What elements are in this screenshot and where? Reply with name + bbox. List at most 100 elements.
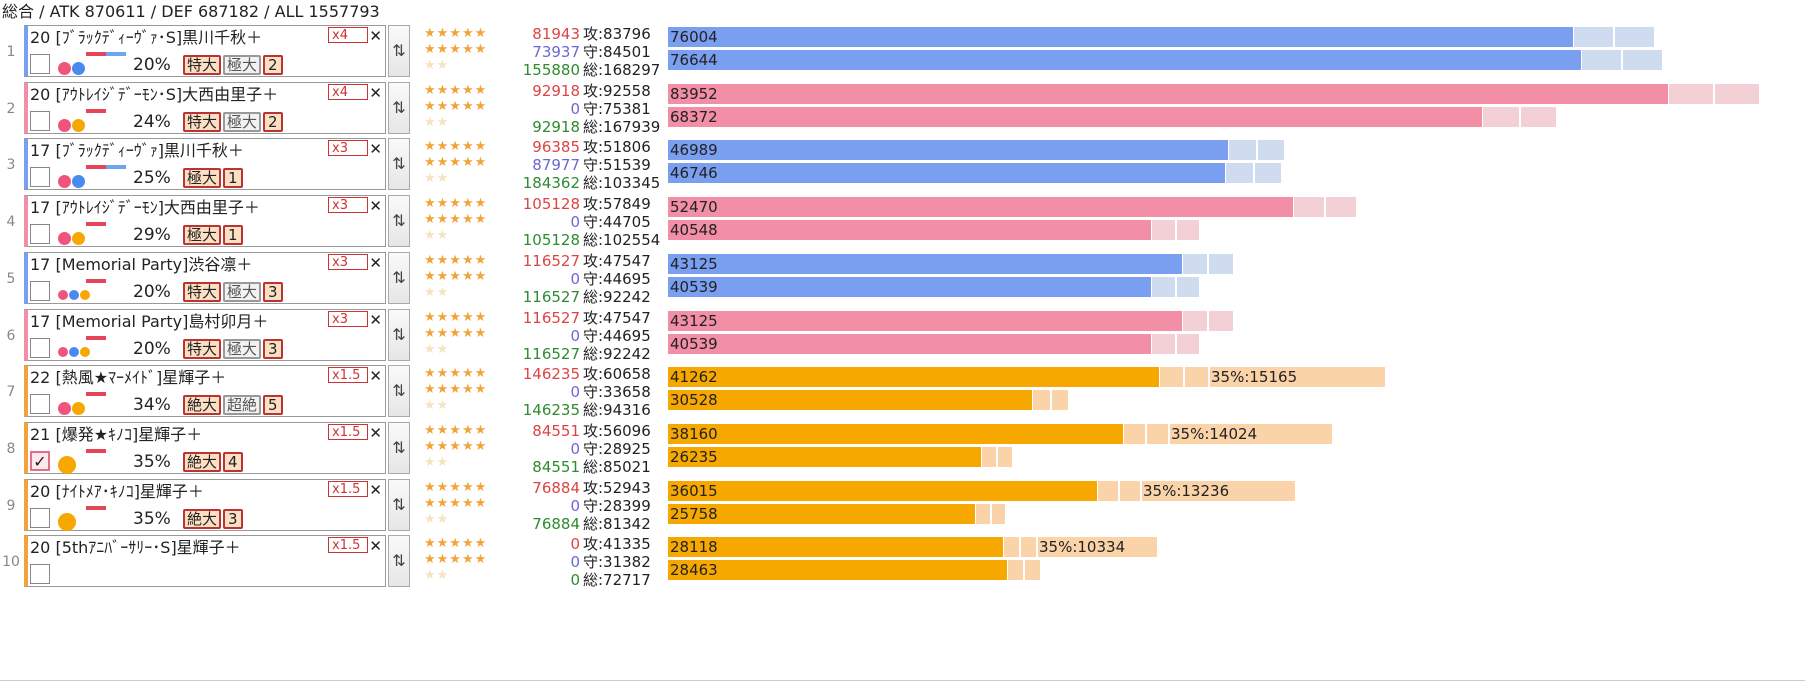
star-rating: ★★★★★ xyxy=(424,196,488,212)
computed-value: 0 xyxy=(570,383,580,402)
bar-fill xyxy=(668,253,1182,274)
stat-atk: 攻:83796 xyxy=(583,25,651,43)
swap-order-button[interactable]: ⇅ xyxy=(388,25,410,77)
select-checkbox[interactable] xyxy=(30,224,50,245)
idol-card[interactable]: 17 [ｱｳﾄﾚｲｼﾞﾃﾞｰﾓﾝ]大西由里子＋ x3 ✕ 29% 極大 1 xyxy=(24,195,386,248)
select-checkbox[interactable] xyxy=(30,280,50,301)
star-rating: ★★★★★ xyxy=(424,325,488,341)
swap-order-button[interactable]: ⇅ xyxy=(388,421,410,474)
card-name: 22 [熱風★ﾏｰﾒｲﾄﾞ]星輝子＋ xyxy=(30,368,227,388)
select-checkbox[interactable] xyxy=(30,564,50,585)
row-index: 6 xyxy=(6,327,16,344)
swap-order-button[interactable]: ⇅ xyxy=(388,308,410,361)
bar-fill xyxy=(668,423,1123,444)
close-icon[interactable]: ✕ xyxy=(369,537,382,556)
close-icon[interactable]: ✕ xyxy=(369,83,382,102)
skill-tag: 絶大 xyxy=(183,395,222,416)
close-icon[interactable]: ✕ xyxy=(369,197,382,216)
idol-card[interactable]: 20 [ｱｳﾄﾚｲｼﾞﾃﾞｰﾓﾝ･S]大西由里子＋ x4 ✕ 24% 特大 極大 2 xyxy=(24,81,386,134)
bar-extension xyxy=(1008,560,1023,581)
bar-label: 26235 xyxy=(670,447,718,466)
bar-extension xyxy=(1051,390,1068,411)
stat-def: 守:44695 xyxy=(583,269,651,288)
row-index: 8 xyxy=(6,440,16,457)
bar-fill xyxy=(668,390,1032,411)
card-row: 1 20 [ﾌﾞﾗｯｸﾃﾞｨｰｳﾞｧ･S]黒川千秋＋ x4 ✕ 20% 特大 極大 2 ⇅ ★★★… xyxy=(0,22,1805,82)
skill-tag: 3 xyxy=(223,508,243,529)
idol-card[interactable]: 17 [Memorial Party]島村卯月＋ x3 ✕ 20% 特大 極大 3 xyxy=(24,308,386,361)
orange-dot-icon xyxy=(72,232,85,246)
idol-card[interactable]: 22 [熱風★ﾏｰﾒｲﾄﾞ]星輝子＋ x1.5 ✕ 34% 絶大 超絶 5 xyxy=(24,365,386,418)
bar-extension xyxy=(1021,537,1036,558)
bar-fill xyxy=(668,50,1581,70)
stat-atk: 攻:52943 xyxy=(583,478,651,497)
bar-label: 28463 xyxy=(670,561,718,580)
skill-level-bar xyxy=(86,222,106,227)
idol-card[interactable]: 20 [5thｱﾆﾊﾞｰｻﾘｰ･S]星輝子＋ x1.5 ✕ xyxy=(24,535,386,588)
idol-card[interactable]: 17 [Memorial Party]渋谷凛＋ x3 ✕ 20% 特大 極大 3 xyxy=(24,251,386,304)
swap-order-button[interactable]: ⇅ xyxy=(388,81,410,134)
skill-tags: 絶大 3 xyxy=(183,508,245,529)
skill-level-bar xyxy=(86,335,106,340)
orange-dot-icon xyxy=(58,513,76,532)
bar-fill xyxy=(668,140,1228,161)
idol-card[interactable]: 20 [ﾌﾞﾗｯｸﾃﾞｨｰｳﾞｧ･S]黒川千秋＋ x4 ✕ 20% 特大 極大 2 xyxy=(24,25,386,77)
skill-tags: 特大 極大 3 xyxy=(183,338,285,359)
close-icon[interactable]: ✕ xyxy=(369,310,382,329)
skill-level-bar xyxy=(86,165,106,170)
skill-tag: 極大 xyxy=(223,111,262,132)
bar-fill xyxy=(668,310,1182,331)
computed-value: 84551 xyxy=(532,421,580,440)
orange-dot-icon xyxy=(80,347,90,357)
select-checkbox[interactable] xyxy=(30,337,50,358)
select-checkbox[interactable] xyxy=(30,54,50,74)
computed-value: 73937 xyxy=(532,43,580,61)
bar-label: 36015 xyxy=(670,481,718,500)
close-icon[interactable]: ✕ xyxy=(369,27,382,45)
swap-order-button[interactable]: ⇅ xyxy=(388,535,410,588)
bar-fill xyxy=(668,333,1151,354)
pink-dot-icon xyxy=(58,402,71,416)
close-icon[interactable]: ✕ xyxy=(369,423,382,442)
stat-atk: 攻:57849 xyxy=(583,195,651,214)
card-row: 4 17 [ｱｳﾄﾚｲｼﾞﾃﾞｰﾓﾝ]大西由里子＋ x3 ✕ 29% 極大 1 ⇅ ★★★★★ ★… xyxy=(0,192,1805,252)
bar-extension xyxy=(991,503,1005,524)
idol-card[interactable]: 17 [ﾌﾞﾗｯｸﾃﾞｨｰｳﾞｧ]黒川千秋＋ x3 ✕ 25% 極大 1 xyxy=(24,138,386,191)
stat-tot: 総:92242 xyxy=(583,287,651,306)
skill-tag: 3 xyxy=(263,281,283,302)
attribute-dots xyxy=(58,455,77,475)
close-icon[interactable]: ✕ xyxy=(369,480,382,499)
bar-extension xyxy=(1209,310,1233,331)
swap-order-button[interactable]: ⇅ xyxy=(388,478,410,531)
bar-fill xyxy=(668,560,1007,581)
star-rating: ★★★★★ xyxy=(424,479,488,495)
skill-level-bar xyxy=(86,392,106,397)
star-rating: ★★★★★ xyxy=(424,42,488,57)
swap-order-button[interactable]: ⇅ xyxy=(388,251,410,304)
close-icon[interactable]: ✕ xyxy=(369,253,382,272)
select-checkbox[interactable] xyxy=(30,507,50,528)
swap-order-button[interactable]: ⇅ xyxy=(388,138,410,191)
stat-tot: 総:81342 xyxy=(583,514,651,533)
card-row: 5 17 [Memorial Party]渋谷凛＋ x3 ✕ 20% 特大 極大 3 ⇅ ★★★★… xyxy=(0,249,1805,309)
computed-value: 0 xyxy=(570,439,580,458)
idol-card[interactable]: 20 [ﾅｲﾄﾒｱ･ｷﾉｺ]星輝子＋ x1.5 ✕ 35% 絶大 3 xyxy=(24,478,386,532)
stat-tot: 総:85021 xyxy=(583,457,651,476)
select-checkbox[interactable] xyxy=(30,394,50,415)
select-checkbox[interactable]: ✓ xyxy=(30,450,50,471)
bar-extension xyxy=(1254,163,1281,184)
close-icon[interactable]: ✕ xyxy=(369,140,382,159)
idol-card[interactable]: 21 [爆発★ｷﾉｺ]星輝子＋ x1.5 ✕ ✓ 35% 絶大 4 xyxy=(24,421,386,475)
swap-order-button[interactable]: ⇅ xyxy=(388,195,410,248)
attribute-dots xyxy=(58,171,86,189)
bar-extension xyxy=(1326,197,1356,218)
star-rating: ★★★★★ xyxy=(424,268,488,284)
card-row: 2 20 [ｱｳﾄﾚｲｼﾞﾃﾞｰﾓﾝ･S]大西由里子＋ x4 ✕ 24% 特大 極大 2 ⇅ ★★… xyxy=(0,79,1805,139)
bonus-label: 35%:10334 xyxy=(1039,538,1126,557)
close-icon[interactable]: ✕ xyxy=(369,367,382,386)
select-checkbox[interactable] xyxy=(30,167,50,188)
bar-extension xyxy=(1185,367,1208,388)
select-checkbox[interactable] xyxy=(30,110,50,131)
swap-order-button[interactable]: ⇅ xyxy=(388,365,410,418)
card-row: 7 22 [熱風★ﾏｰﾒｲﾄﾞ]星輝子＋ x1.5 ✕ 34% 絶大 超絶 5 ⇅ ★★★★★ ★★… xyxy=(0,362,1805,422)
